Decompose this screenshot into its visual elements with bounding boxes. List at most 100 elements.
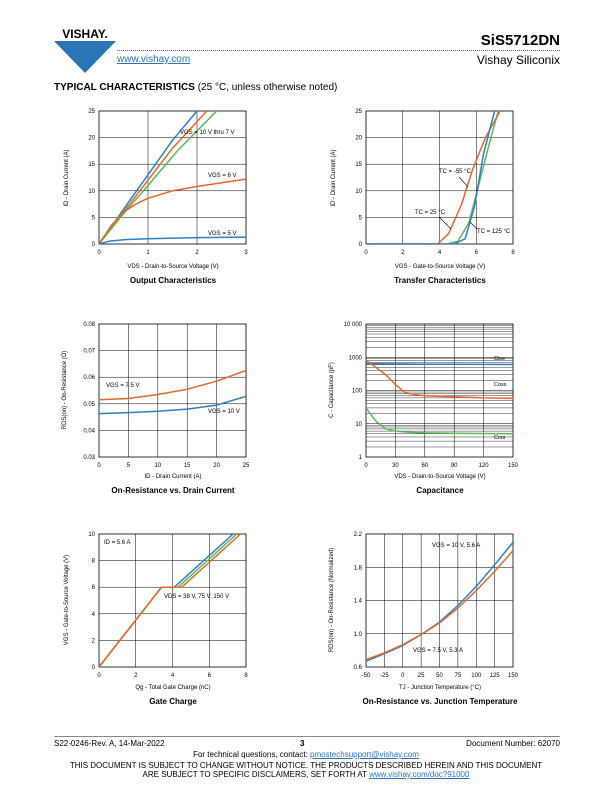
y-tick-label: 0 [92,242,96,248]
y-tick-label: 1.4 [354,599,363,605]
chart-output: 0 1 2 3 0 5 10 15 20 25 VGS = 10 V thru 7 V VGS =… [64,109,248,285]
y-tick-label: 0.08 [83,322,95,328]
x-tick-label: 5 [127,463,131,469]
annotation-vgs-7-5-5-3: VGS = 7.5 V, 5.3 A [413,648,463,654]
x-tick-label: -25 [380,673,389,679]
company-name: Vishay Siliconix [476,53,560,67]
y-axis-label: VGS - Gate-to-Source Voltage (V) [64,555,70,645]
y-axis-label: RDS(on) - On-Resistance (Normalized) [329,548,335,652]
x-tick-label: 2 [401,250,405,256]
y-tick-label: 0.07 [83,349,95,355]
y-tick-label: 1 [359,455,363,461]
y-axis-label: ID - Drain Current (A) [64,149,70,206]
x-tick-label: 30 [392,463,399,469]
series-line-3 [366,111,496,244]
y-tick-label: 2 [92,638,96,644]
logo-text: VISHAY. [62,27,108,41]
disclaimer-text: ARE SUBJECT TO SPECIFIC DISCLAIMERS, SET… [142,770,370,779]
y-tick-label: 25 [355,109,362,115]
x-tick-label: 120 [479,463,490,469]
x-tick-label: 125 [490,673,501,679]
doc-revision: S22-0246-Rev. A, 14-Mar-2022 [54,739,165,748]
x-tick-label: 10 [154,463,161,469]
y-tick-label: 5 [92,215,96,221]
y-tick-label: 0.06 [83,375,95,381]
y-tick-label: 0.04 [83,428,95,434]
chart-caption: Transfer Characteristics [394,276,486,285]
annotation-tc-125: TC = 125 °C [477,229,511,235]
y-tick-label: 15 [355,162,362,168]
contact-email-link[interactable]: pmostechsupport@vishay.com [310,750,419,759]
y-tick-label: 0 [359,242,363,248]
annotation-vgs-10: VGS = 10 V [208,409,240,415]
x-tick-label: 15 [184,463,191,469]
x-tick-label: 2 [195,250,199,256]
y-axis-label: C - Capacitance (pF) [329,362,335,418]
footer-rule [54,736,560,737]
chart-caption: Output Characteristics [130,276,217,285]
plot-frame [98,323,247,458]
annotation-vgs-10-5-6: VGS = 10 V, 5.6 A [432,543,480,549]
x-axis-label: ID - Drain Current (A) [144,474,201,480]
series-line-3 [99,111,218,244]
x-tick-label: 6 [475,250,479,256]
header-url-link[interactable]: www.vishay.com [117,54,191,65]
x-tick-label: 150 [508,463,519,469]
plot-frame [98,110,247,245]
y-tick-label: 2.2 [354,532,363,538]
series-line-3 [99,534,242,667]
y-tick-label: 10 [88,532,95,538]
x-tick-label: 0 [401,673,405,679]
x-axis-label: VGS - Gate-to-Source Voltage (V) [395,264,485,270]
annotation-vgs-6: VGS = 6 V [208,173,237,179]
x-axis-label: TJ - Junction Temperature (°C) [399,685,481,691]
y-tick-label: 15 [88,162,95,168]
y-tick-label: 0 [92,665,96,671]
section-condition: (25 °C, unless otherwise noted) [197,82,338,93]
y-tick-label: 0.05 [83,402,95,408]
x-tick-label: 2 [134,673,138,679]
annotation-vgs-10-7: VGS = 10 V thru 7 V [180,130,235,136]
y-tick-label: 25 [88,109,95,115]
y-tick-label: 0.03 [83,455,95,461]
x-tick-label: 1 [146,250,150,256]
x-axis-label: Qg - Total Gate Charge (nC) [135,685,210,691]
chart-caption: Gate Charge [149,697,197,706]
x-tick-label: 0 [97,673,101,679]
y-axis-label: RDS(on) - On-Resistance (Ω) [62,351,68,430]
x-tick-label: 25 [418,673,425,679]
y-tick-label: 10 [355,189,362,195]
x-tick-label: 8 [244,673,248,679]
disclaimer-line-1: THIS DOCUMENT IS SUBJECT TO CHANGE WITHO… [69,761,543,770]
disclaimer-line-2: ARE SUBJECT TO SPECIFIC DISCLAIMERS, SET… [0,770,612,779]
x-tick-label: 50 [436,673,443,679]
y-tick-label: 1.0 [354,632,363,638]
y-tick-label: 100 [352,389,363,395]
part-number: SiS5712DN [480,32,560,49]
section-heading: TYPICAL CHARACTERISTICS [54,82,195,93]
disclaimer-link[interactable]: www.vishay.com/doc?91000 [369,770,470,779]
chart-caption: On-Resistance vs. Junction Temperature [362,697,518,706]
series-line-2 [99,395,246,415]
annotation-vds: VDS = 38 V, 75 V, 150 V [164,594,229,600]
footer-disclaimer: THIS DOCUMENT IS SUBJECT TO CHANGE WITHO… [0,761,612,779]
chart-onres-current: 0 5 10 15 20 25 0.03 0.04 0.05 0.06 0.07 0.08 VGS =… [62,322,250,495]
chart-transfer: 0 2 4 6 8 0 5 10 15 20 25 TC = -55 °C TC = 25 °C T… [331,109,515,285]
y-tick-label: 5 [359,215,363,221]
x-axis-label: VDS - Drain-to-Source Voltage (V) [394,474,485,480]
y-tick-label: 1.8 [354,565,363,571]
x-axis-label: VDS - Drain-to-Source Voltage (V) [127,264,218,270]
header-rule [117,50,560,51]
y-tick-label: 1000 [349,355,363,361]
annotation-id: ID = 5.6 A [104,540,131,546]
x-tick-label: 75 [455,673,462,679]
footer-contact: For technical questions, contact: pmoste… [0,750,612,759]
annotation-ciss: Ciss [494,356,505,362]
y-tick-label: 20 [88,136,95,142]
y-axis-label: ID - Drain Current (A) [331,149,337,206]
annotation-crss: Crss [494,435,506,441]
series-line-1 [99,369,246,401]
arrow-tc-125 [469,221,478,230]
y-tick-label: 10 [355,422,362,428]
